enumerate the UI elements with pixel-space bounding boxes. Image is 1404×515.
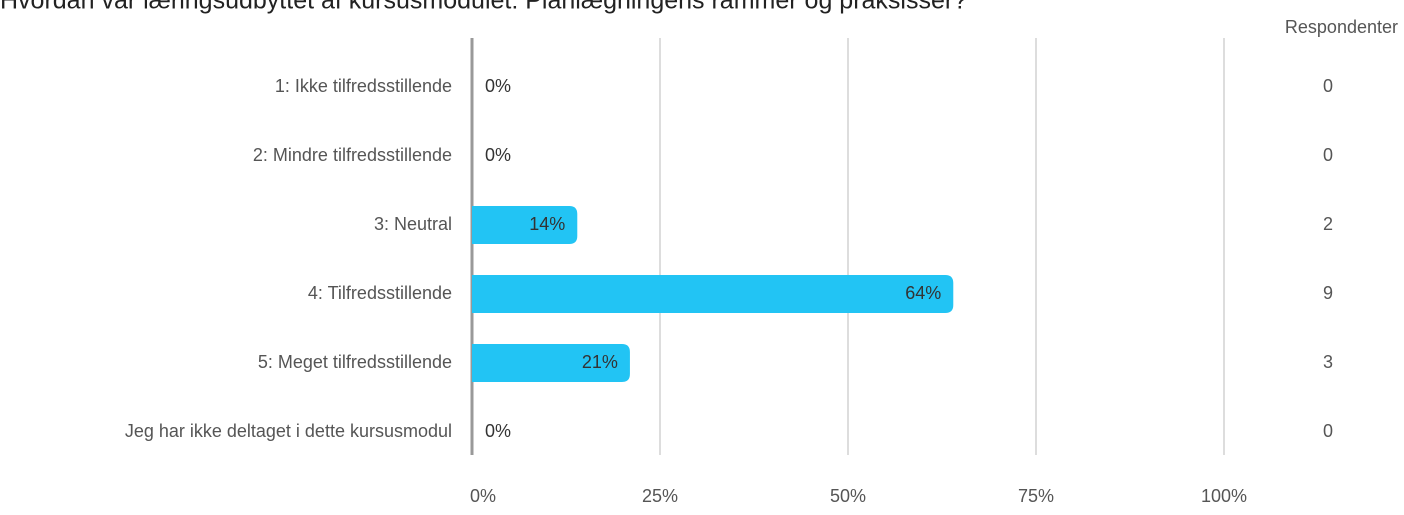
value-label: 0% [485, 421, 511, 441]
value-label: 0% [485, 76, 511, 96]
x-tick-label: 100% [1201, 486, 1247, 506]
respondent-count: 0 [1323, 145, 1333, 165]
y-tick-label: 5: Meget tilfredsstillende [258, 352, 452, 372]
x-tick-label: 50% [830, 486, 866, 506]
chart-title: Hvordan var læringsudbyttet af kursusmod… [0, 0, 967, 15]
value-label: 64% [905, 283, 941, 303]
value-label: 21% [582, 352, 618, 372]
x-tick-label: 0% [470, 486, 496, 506]
x-tick-label: 25% [642, 486, 678, 506]
respondent-count: 9 [1323, 283, 1333, 303]
y-tick-label: Jeg har ikke deltaget i dette kursusmodu… [125, 421, 452, 441]
bar [472, 344, 630, 382]
respondent-count: 0 [1323, 421, 1333, 441]
y-tick-label: 4: Tilfredsstillende [308, 283, 452, 303]
value-label: 0% [485, 145, 511, 165]
x-tick-label: 75% [1018, 486, 1054, 506]
respondent-count: 2 [1323, 214, 1333, 234]
bar [472, 275, 954, 313]
respondent-count: 3 [1323, 352, 1333, 372]
respondents-header: Respondenter [1285, 17, 1398, 37]
value-label: 14% [529, 214, 565, 234]
respondent-count: 0 [1323, 76, 1333, 96]
y-tick-label: 1: Ikke tilfredsstillende [275, 76, 452, 96]
y-tick-label: 2: Mindre tilfredsstillende [253, 145, 452, 165]
y-tick-label: 3: Neutral [374, 214, 452, 234]
bar [472, 206, 578, 244]
